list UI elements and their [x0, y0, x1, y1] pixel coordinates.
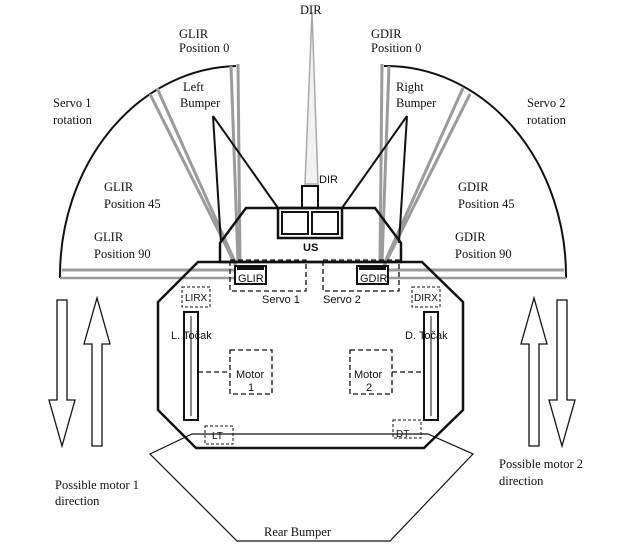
servo1-rotation-label-2: rotation — [53, 113, 93, 127]
dir-top-label: DIR — [300, 3, 322, 17]
servo2-rotation-label-2: rotation — [527, 113, 567, 127]
dir-beam — [304, 11, 319, 185]
servo2-label: Servo 2 — [323, 294, 361, 306]
motor1-direction-label-2: direction — [55, 494, 100, 508]
motor1-direction-label-1: Possible motor 1 — [55, 478, 139, 492]
glir-pos45-label-2: Position 45 — [104, 197, 161, 211]
dt-box — [392, 419, 422, 439]
right-bumper-label-1: Right — [396, 80, 424, 94]
lirx-box — [181, 286, 211, 308]
servo1-label: Servo 1 — [262, 294, 300, 306]
glir-pos45-label-1: GLIR — [104, 180, 134, 194]
glir-beams — [62, 63, 242, 272]
gdir-pos0-label-1: GDIR — [371, 27, 402, 41]
motor1-box — [229, 349, 273, 395]
servo2-rotation-arc — [383, 64, 568, 279]
gdir-pos45-label-1: GDIR — [458, 180, 489, 194]
bumper-lines — [212, 115, 408, 244]
gdir-box-label: GDIR — [360, 273, 388, 285]
us-sensor — [276, 185, 344, 240]
l-tocak-label: L. Točak — [171, 330, 212, 342]
lt-label: LT — [212, 431, 223, 442]
glir-pos0-label-1: GLIR — [179, 27, 209, 41]
motor1-label-1: Motor — [236, 369, 264, 381]
servo1-rotation-label-1: Servo 1 — [53, 96, 92, 110]
motor2-direction-label-2: direction — [499, 474, 544, 488]
left-bumper-label-1: Left — [183, 80, 204, 94]
us-label: US — [303, 242, 318, 254]
lt-box — [204, 425, 234, 445]
gdir-pos90-label-2: Position 90 — [455, 247, 512, 261]
robot-main-body — [156, 260, 465, 450]
rear-bumper-label: Rear Bumper — [264, 525, 332, 539]
dirx-label: DIRX — [414, 293, 438, 304]
motor2-direction-label-1: Possible motor 2 — [499, 457, 583, 471]
servo1-rotation-arc — [58, 65, 237, 279]
gdir-pos0-label-2: Position 0 — [371, 41, 421, 55]
d-tocak-label: D. Točak — [405, 330, 448, 342]
glir-box-label: GLIR — [238, 273, 264, 285]
motor1-direction-arrows — [48, 295, 111, 449]
dt-label: DT — [396, 429, 409, 440]
rear-bumper — [148, 433, 475, 542]
lirx-label: LIRX — [185, 293, 208, 304]
gdir-beams — [378, 63, 564, 272]
gdir-pos45-label-2: Position 45 — [458, 197, 515, 211]
dirx-box — [411, 286, 441, 308]
glir-pos90-label-1: GLIR — [94, 230, 124, 244]
servo1-box — [229, 259, 307, 292]
motor2-label-1: Motor — [354, 369, 382, 381]
motor2-label-2: 2 — [366, 382, 372, 394]
gdir-pos90-label-1: GDIR — [455, 230, 486, 244]
dir-inner-label: DIR — [319, 174, 338, 186]
servo2-rotation-label-1: Servo 2 — [527, 96, 566, 110]
motor1-label-2: 1 — [248, 382, 254, 394]
motor2-direction-arrows — [520, 295, 576, 449]
left-bumper-label-2: Bumper — [180, 96, 221, 110]
servo2-box — [322, 259, 400, 292]
glir-pos90-label-2: Position 90 — [94, 247, 151, 261]
glir-pos0-label-2: Position 0 — [179, 41, 229, 55]
right-bumper-label-2: Bumper — [396, 96, 437, 110]
